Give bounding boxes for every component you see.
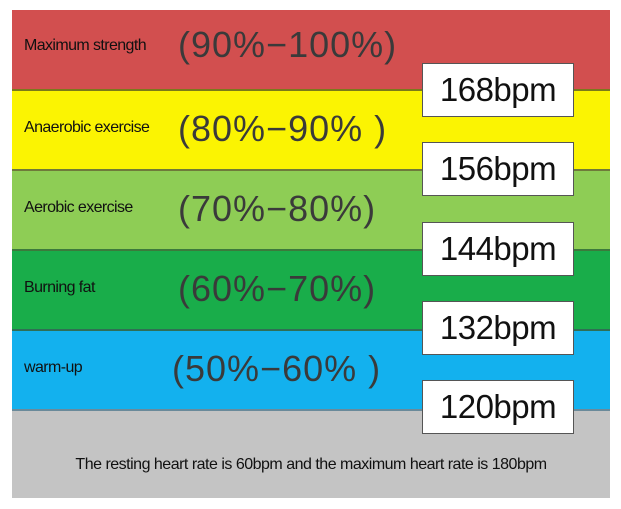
bpm-threshold-box: 144bpm: [422, 222, 574, 276]
zone-range: (50%−60% ): [172, 348, 382, 389]
bpm-threshold-box: 120bpm: [422, 380, 574, 434]
zone-range: (60%−70%): [178, 268, 377, 309]
bpm-threshold-box: 132bpm: [422, 301, 574, 355]
zone-label: Anaerobic exercise: [24, 119, 150, 136]
band-divider: [12, 329, 610, 331]
zone-label: Aerobic exercise: [24, 199, 133, 216]
zone-range: (90%−100%): [178, 24, 398, 65]
band-divider: [12, 409, 610, 411]
footer-note: The resting heart rate is 60bpm and the …: [75, 456, 547, 473]
zone-band-maximum-strength: Maximum strength (90%−100%): [12, 10, 610, 90]
band-divider: [12, 169, 610, 171]
zone-range: (70%−80%): [178, 188, 377, 229]
footer-band: The resting heart rate is 60bpm and the …: [12, 410, 610, 498]
zone-label: warm-up: [24, 359, 83, 376]
zone-range: (80%−90% ): [178, 108, 388, 149]
bpm-threshold-box: 168bpm: [422, 63, 574, 117]
bpm-threshold-box: 156bpm: [422, 142, 574, 196]
band-divider: [12, 249, 610, 251]
band-divider: [12, 89, 610, 91]
heart-rate-zone-chart: Maximum strength (90%−100%) Anaerobic ex…: [12, 10, 610, 498]
zone-label: Burning fat: [24, 279, 95, 296]
zone-label: Maximum strength: [24, 37, 147, 54]
